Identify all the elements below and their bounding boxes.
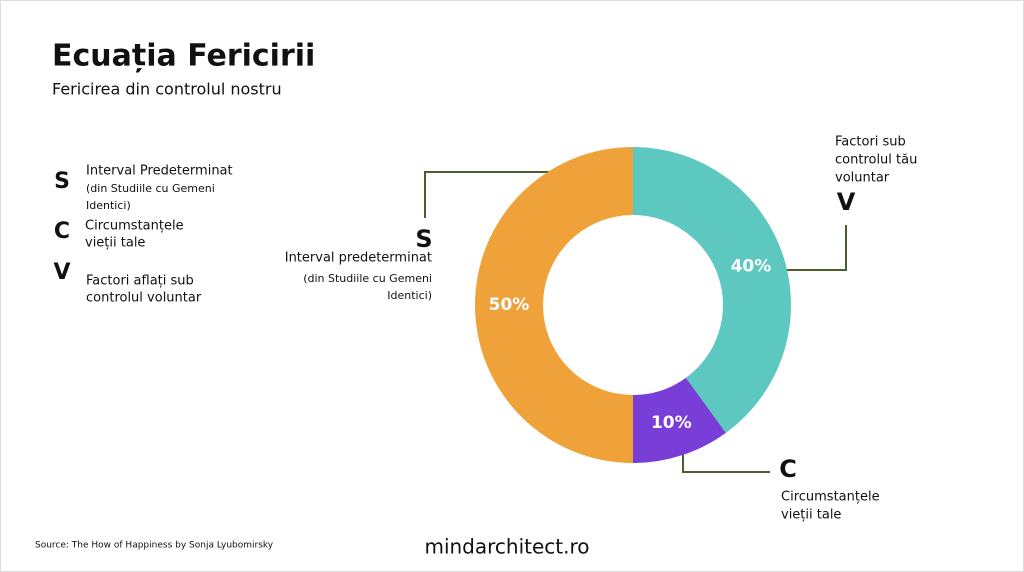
callout-letter: S [415,225,432,253]
legend-text: Factori aflați sub [86,274,194,289]
donut-slice [475,147,633,463]
donut-slice [633,377,726,463]
donut-slice [633,147,791,433]
value-label: 10% [651,413,692,433]
callout-text: vieții tale [781,508,841,523]
legend-letter: V [53,260,70,285]
value-label: 40% [731,257,772,277]
legend-letter: C [54,219,70,244]
callout-letter: V [837,188,856,216]
footer: mindarchitect.ro [424,535,589,559]
legend-note: (din Studiile cu Gemeni [86,182,215,195]
legend-letter: S [54,169,70,194]
callout-note: (din Studiile cu Gemeni [303,272,432,285]
legend-note: Identici) [86,199,131,212]
legend-text: Circumstanțele [85,219,184,234]
legend-text: Interval Predeterminat [86,164,233,179]
connector [424,171,563,218]
subtitle: Fericirea din controlul nostru [52,80,282,99]
value-label: 50% [489,295,530,315]
legend-text: vieții tale [85,236,145,251]
callout-text: Circumstanțele [781,490,880,505]
source: Source: The How of Happiness by Sonja Ly… [35,541,274,551]
callout-text: controlul tău [835,153,917,168]
callout-note: Identici) [387,289,432,302]
legend-text: controlul voluntar [86,291,202,306]
title: Ecuația Fericirii [52,39,315,74]
callout-text: Interval predeterminat [285,251,432,266]
callout-letter: C [779,455,797,483]
connector [766,225,847,271]
callout-text: voluntar [835,171,890,186]
callout-text: Factori sub [835,135,906,150]
